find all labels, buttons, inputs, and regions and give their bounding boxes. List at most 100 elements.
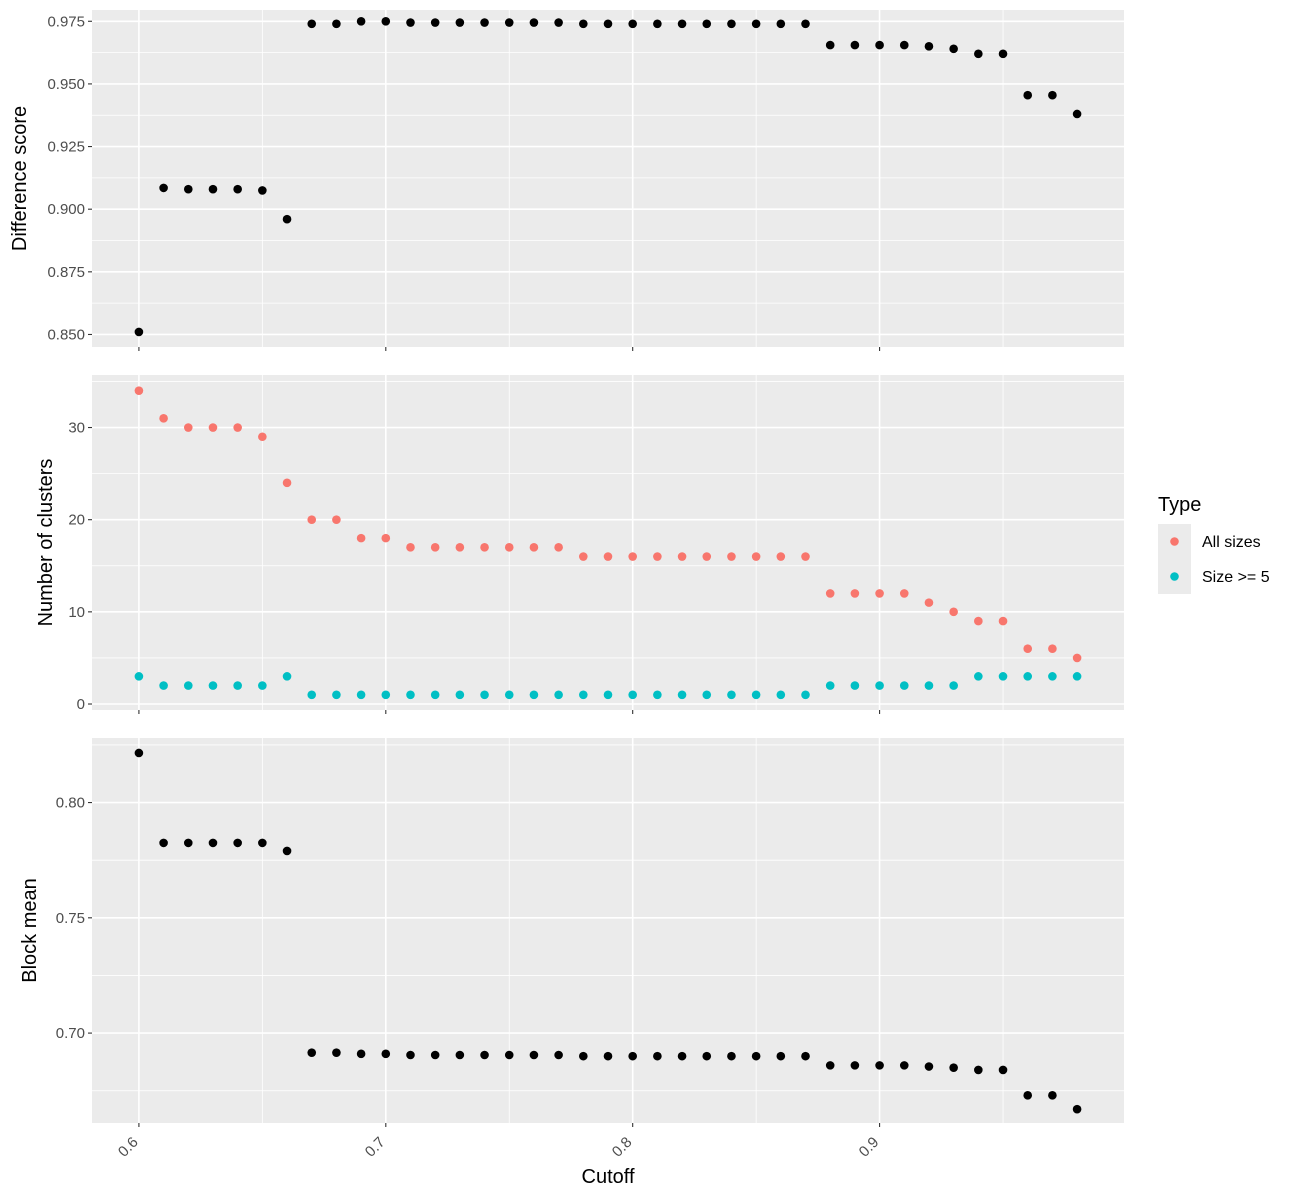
y-tick-label: 20 xyxy=(68,512,85,529)
y-tick-label: 0.75 xyxy=(56,910,85,927)
data-point xyxy=(504,18,514,27)
y-tick-label: 10 xyxy=(68,604,85,621)
data-point xyxy=(998,49,1008,59)
legend: Type All sizes Size >= 5 xyxy=(1158,494,1270,594)
data-point xyxy=(282,846,292,856)
data-point xyxy=(183,838,193,848)
data-point xyxy=(233,838,242,848)
data-point xyxy=(356,16,366,26)
data-point xyxy=(356,1049,366,1059)
data-point xyxy=(430,1050,440,1060)
data-point xyxy=(480,543,489,552)
data-point xyxy=(159,838,168,848)
data-point xyxy=(233,184,242,194)
data-point xyxy=(356,690,366,700)
data-point xyxy=(406,1050,415,1060)
data-point xyxy=(628,19,637,29)
data-point xyxy=(974,1065,983,1075)
data-point xyxy=(899,589,909,598)
data-point xyxy=(554,18,563,27)
data-point xyxy=(282,672,292,681)
panel-3: 0.70 0.75 0.80 Block mean xyxy=(19,738,1124,1127)
data-point xyxy=(282,478,292,488)
data-point xyxy=(899,681,909,690)
data-point xyxy=(924,42,934,51)
data-point xyxy=(579,552,588,561)
series-1 xyxy=(134,748,1082,1114)
data-point xyxy=(258,681,267,690)
y-axis-title: Difference score xyxy=(9,106,31,251)
data-point xyxy=(974,49,983,59)
data-point xyxy=(381,690,391,700)
series-1 xyxy=(134,386,1082,663)
data-point xyxy=(751,690,761,700)
data-point xyxy=(850,681,860,690)
data-point xyxy=(603,552,613,561)
data-point xyxy=(455,690,465,700)
data-point xyxy=(727,552,736,561)
data-point xyxy=(899,40,909,50)
data-point xyxy=(776,1051,786,1061)
data-point xyxy=(332,19,341,29)
data-point xyxy=(430,18,440,27)
data-point xyxy=(332,690,341,700)
y-tick-label: 0.900 xyxy=(47,201,85,218)
data-point xyxy=(480,1050,489,1060)
data-point xyxy=(134,386,144,395)
data-point xyxy=(825,1061,835,1070)
data-point xyxy=(579,1051,588,1061)
data-point xyxy=(554,543,563,552)
data-point xyxy=(406,18,415,27)
data-point xyxy=(208,423,218,432)
data-point xyxy=(381,533,391,543)
data-point xyxy=(554,1050,563,1060)
data-point xyxy=(1072,1104,1082,1114)
data-point xyxy=(998,672,1008,681)
data-point xyxy=(825,40,835,50)
data-point xyxy=(677,19,687,29)
data-point xyxy=(455,1050,465,1060)
y-axis-title: Block mean xyxy=(19,878,41,983)
data-point xyxy=(998,1065,1008,1075)
data-point xyxy=(455,543,465,552)
data-point xyxy=(233,681,242,690)
data-point xyxy=(1023,90,1033,100)
data-point xyxy=(332,515,341,524)
panel-2: 0 10 20 30 Number of clusters xyxy=(35,375,1124,714)
data-point xyxy=(1023,644,1033,654)
y-tick-label: 0.925 xyxy=(47,139,85,156)
legend-title: Type xyxy=(1158,494,1201,516)
data-point xyxy=(258,186,267,195)
data-point xyxy=(924,1062,934,1071)
data-point xyxy=(702,19,712,29)
data-point xyxy=(702,690,712,700)
data-point xyxy=(504,1050,514,1060)
data-point xyxy=(1048,644,1057,654)
data-point xyxy=(875,589,884,598)
panel-background xyxy=(92,10,1124,347)
data-point xyxy=(850,589,860,598)
data-point xyxy=(529,18,539,27)
data-point xyxy=(1072,672,1082,681)
data-point xyxy=(974,616,983,626)
data-point xyxy=(949,1063,958,1072)
data-point xyxy=(183,423,193,432)
data-point xyxy=(801,552,810,561)
data-point xyxy=(529,690,539,700)
data-point xyxy=(653,690,662,700)
y-tick-label: 30 xyxy=(68,420,85,437)
data-point xyxy=(504,543,514,552)
data-point xyxy=(603,19,613,29)
data-point xyxy=(554,690,563,700)
data-point xyxy=(208,681,218,690)
data-point xyxy=(579,690,588,700)
data-point xyxy=(949,681,958,690)
legend-label-all-sizes: All sizes xyxy=(1202,534,1261,551)
data-point xyxy=(356,533,366,543)
data-point xyxy=(875,681,884,690)
data-point xyxy=(899,1061,909,1070)
data-point xyxy=(949,607,958,617)
data-point xyxy=(504,690,514,700)
data-point xyxy=(751,552,761,561)
data-point xyxy=(282,214,292,224)
